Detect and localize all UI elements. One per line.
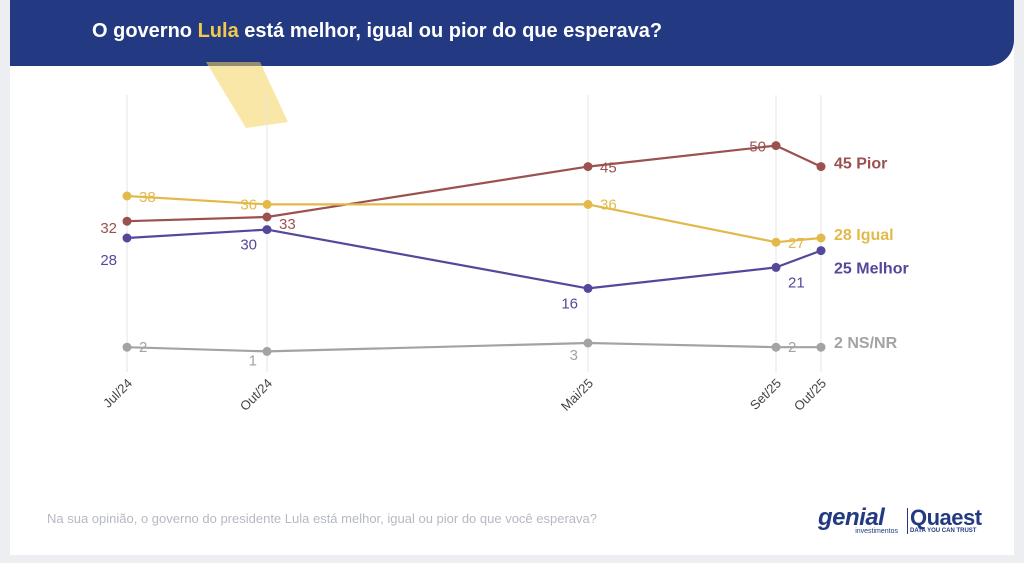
data-point-nsnr [583,338,593,348]
title-prefix: O governo [92,20,198,42]
series-line-nsnr [126,341,821,353]
data-label-igual: 36 [600,196,617,213]
data-point-nsnr [771,342,781,352]
genial-logo: genial investimentos [818,506,904,540]
data-point-melhor [816,246,826,256]
quaest-logo-tagline: DATA YOU CAN TRUST [910,528,977,534]
data-point-igual [771,237,781,247]
series-end-label-nsnr: 2 NS/NR [834,335,898,352]
header-banner: O governo Lula está melhor, igual ou pio… [10,0,1014,66]
data-label-melhor: 28 [100,252,117,269]
chart-card: O governo Lula está melhor, igual ou pio… [10,0,1014,555]
page-title: O governo Lula está melhor, igual ou pio… [92,20,662,43]
data-label-nsnr: 3 [570,347,578,364]
data-point-igual [262,199,272,209]
x-tick-label: Out/25 [791,376,829,414]
genial-logo-subtext: investimentos [855,528,898,535]
data-point-nsnr [262,346,272,356]
data-point-nsnr [122,342,132,352]
data-point-pior [771,141,781,151]
data-label-igual: 36 [240,196,257,213]
title-suffix: está melhor, igual ou pior do que espera… [238,20,663,42]
x-tick-label: Mai/25 [558,376,596,414]
x-tick-label: Set/25 [747,376,784,413]
series-line-pior [126,144,822,223]
data-point-melhor [122,233,132,243]
data-point-nsnr [816,342,826,352]
series-end-label-igual: 28 Igual [834,227,894,244]
data-label-melhor: 30 [240,237,257,254]
data-label-igual: 27 [788,235,805,252]
data-label-pior: 32 [100,220,117,237]
data-point-melhor [583,283,593,293]
data-label-pior: 33 [279,216,296,233]
series-end-label-pior: 45 Pior [834,156,887,173]
data-point-pior [583,162,593,172]
data-point-melhor [771,262,781,272]
data-label-pior: 50 [749,139,766,156]
data-point-igual [583,199,593,209]
data-point-pior [816,162,826,172]
quaest-logo: Quaest DATA YOU CAN TRUST [910,506,988,540]
highlighter-stroke-decoration [206,62,288,128]
data-point-pior [262,212,272,222]
data-label-igual: 38 [139,189,156,206]
x-tick-label: Out/24 [237,376,275,414]
data-label-melhor: 16 [561,295,578,312]
data-label-pior: 45 [600,160,617,177]
data-label-nsnr: 1 [249,352,257,369]
x-tick-label: Jul/24 [100,376,135,411]
series-end-label-melhor: 25 Melhor [834,261,909,278]
series-line-melhor [126,228,822,290]
data-label-melhor: 21 [788,274,805,291]
data-point-igual [816,233,826,243]
survey-question-footnote: Na sua opinião, o governo do presidente … [47,511,597,526]
data-point-igual [122,191,132,201]
quaest-logo-text: Quaest [910,505,982,530]
logo-divider [907,508,908,534]
data-point-pior [122,216,132,226]
data-label-nsnr: 2 [788,339,796,356]
genial-logo-text: genial [818,504,885,531]
data-label-nsnr: 2 [139,339,147,356]
data-point-melhor [262,225,272,235]
title-highlight: Lula [197,20,239,42]
